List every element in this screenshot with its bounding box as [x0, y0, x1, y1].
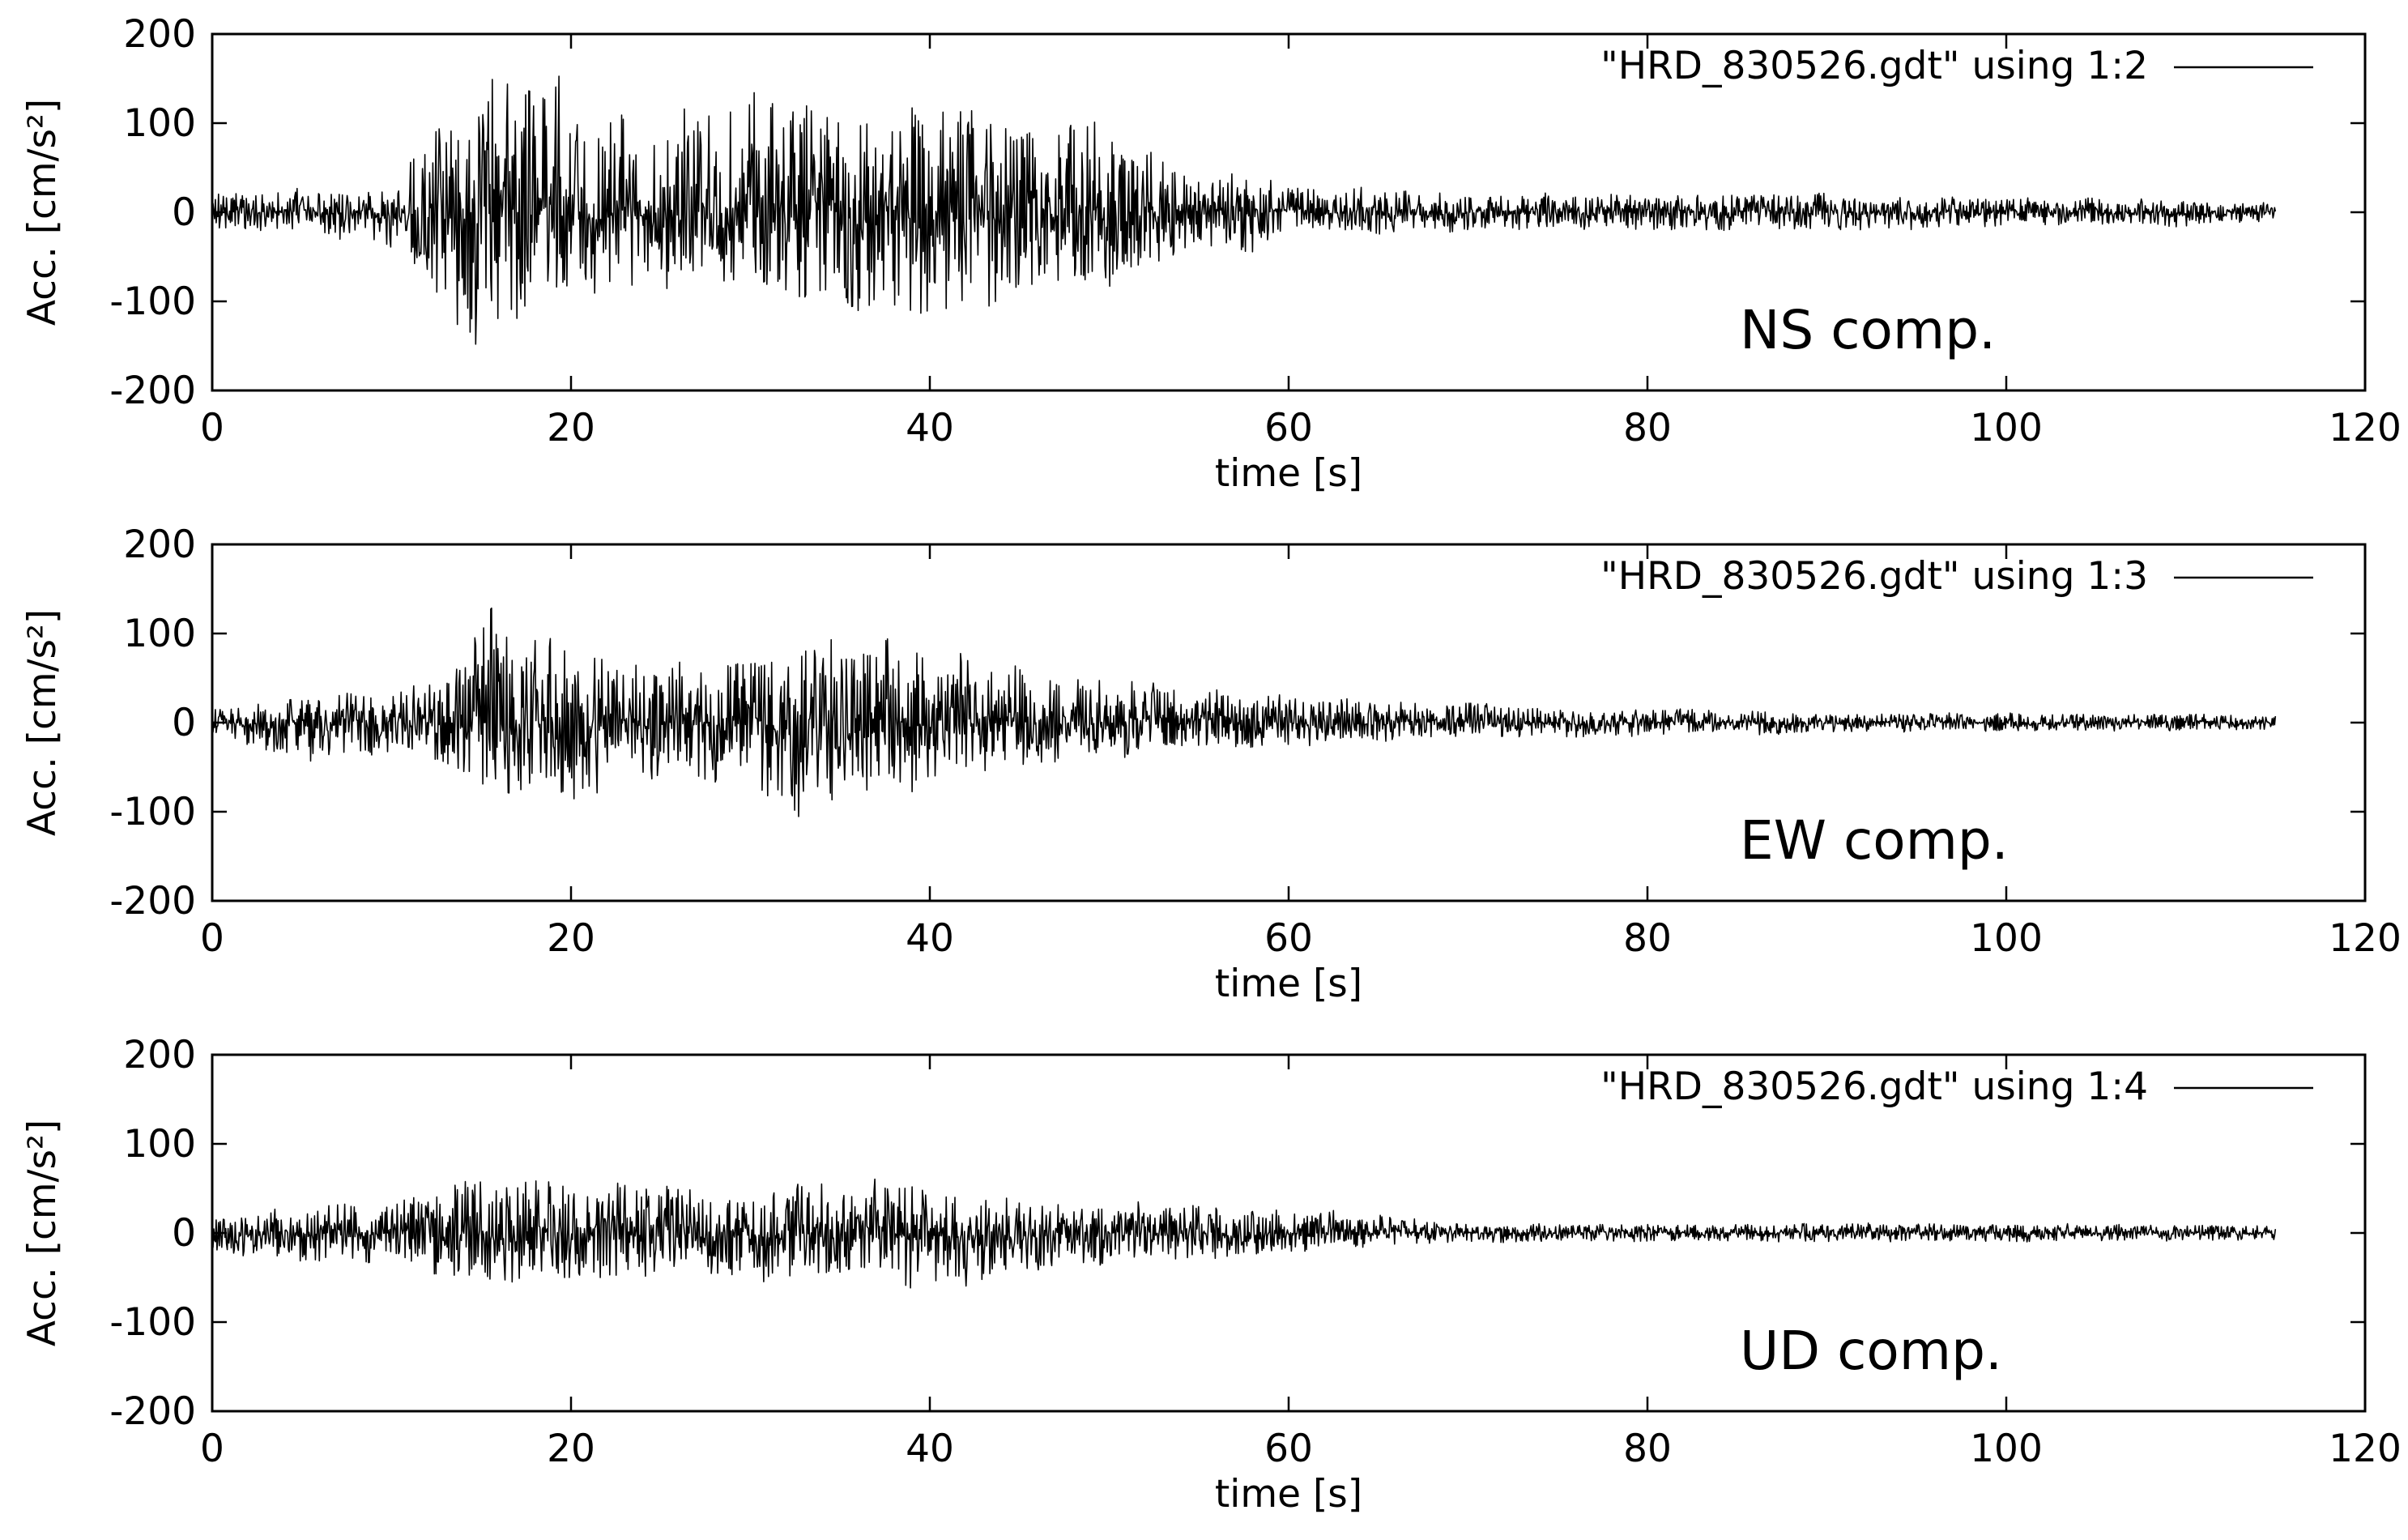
acc-trace-ud — [211, 1178, 2277, 1289]
component-label: NS comp. — [1740, 299, 1996, 361]
x-tick-label: 0 — [200, 916, 224, 961]
x-tick-label: 20 — [547, 1427, 595, 1471]
x-tick-label: 100 — [1970, 916, 2043, 961]
y-tick-label: -200 — [109, 879, 196, 924]
x-tick-label: 120 — [2329, 1427, 2402, 1471]
plot-frame — [211, 543, 2367, 902]
y-axis-label: Acc. [cm/s²] — [20, 609, 65, 836]
y-axis-label: Acc. [cm/s²] — [20, 99, 65, 326]
y-tick-label: 200 — [123, 523, 196, 567]
x-tick-label: 80 — [1623, 406, 1672, 450]
legend-label: "HRD_830526.gdt" using 1:3 — [1600, 554, 2148, 599]
y-tick-label: 0 — [172, 1211, 196, 1256]
x-tick-label: 20 — [547, 916, 595, 961]
component-label: UD comp. — [1740, 1320, 2002, 1382]
legend-label: "HRD_830526.gdt" using 1:2 — [1600, 44, 2148, 88]
x-tick-label: 80 — [1623, 916, 1672, 961]
x-tick-label: 120 — [2329, 406, 2402, 450]
x-tick-label: 60 — [1264, 1427, 1313, 1471]
x-tick-label: 40 — [906, 916, 954, 961]
y-tick-label: -100 — [109, 1300, 196, 1345]
y-tick-label: 200 — [123, 12, 196, 57]
x-tick-label: 20 — [547, 406, 595, 450]
y-tick-label: -100 — [109, 790, 196, 834]
y-tick-label: 100 — [123, 101, 196, 146]
x-axis-label: time [s] — [1215, 1472, 1362, 1517]
acc-trace-ns — [211, 75, 2277, 345]
x-tick-label: 80 — [1623, 1427, 1672, 1471]
x-tick-label: 40 — [906, 1427, 954, 1471]
x-tick-label: 40 — [906, 406, 954, 450]
x-tick-label: 0 — [200, 1427, 224, 1471]
plot-frame — [211, 1053, 2367, 1413]
y-tick-label: -200 — [109, 1389, 196, 1434]
x-tick-label: 0 — [200, 406, 224, 450]
x-axis-label: time [s] — [1215, 962, 1362, 1006]
x-tick-label: 120 — [2329, 916, 2402, 961]
component-label: EW comp. — [1740, 809, 2009, 872]
y-axis-label: Acc. [cm/s²] — [20, 1120, 65, 1346]
y-tick-label: 100 — [123, 1122, 196, 1167]
x-tick-label: 100 — [1970, 406, 2043, 450]
acc-trace-ew — [211, 607, 2277, 817]
plot-frame — [211, 32, 2367, 392]
x-tick-label: 60 — [1264, 406, 1313, 450]
y-tick-label: 0 — [172, 701, 196, 745]
y-tick-label: 100 — [123, 612, 196, 656]
y-tick-label: -100 — [109, 279, 196, 324]
x-axis-label: time [s] — [1215, 451, 1362, 496]
y-tick-label: -200 — [109, 369, 196, 413]
x-tick-label: 100 — [1970, 1427, 2043, 1471]
legend-label: "HRD_830526.gdt" using 1:4 — [1600, 1064, 2148, 1109]
y-tick-label: 0 — [172, 190, 196, 235]
y-tick-label: 200 — [123, 1033, 196, 1077]
x-tick-label: 60 — [1264, 916, 1313, 961]
